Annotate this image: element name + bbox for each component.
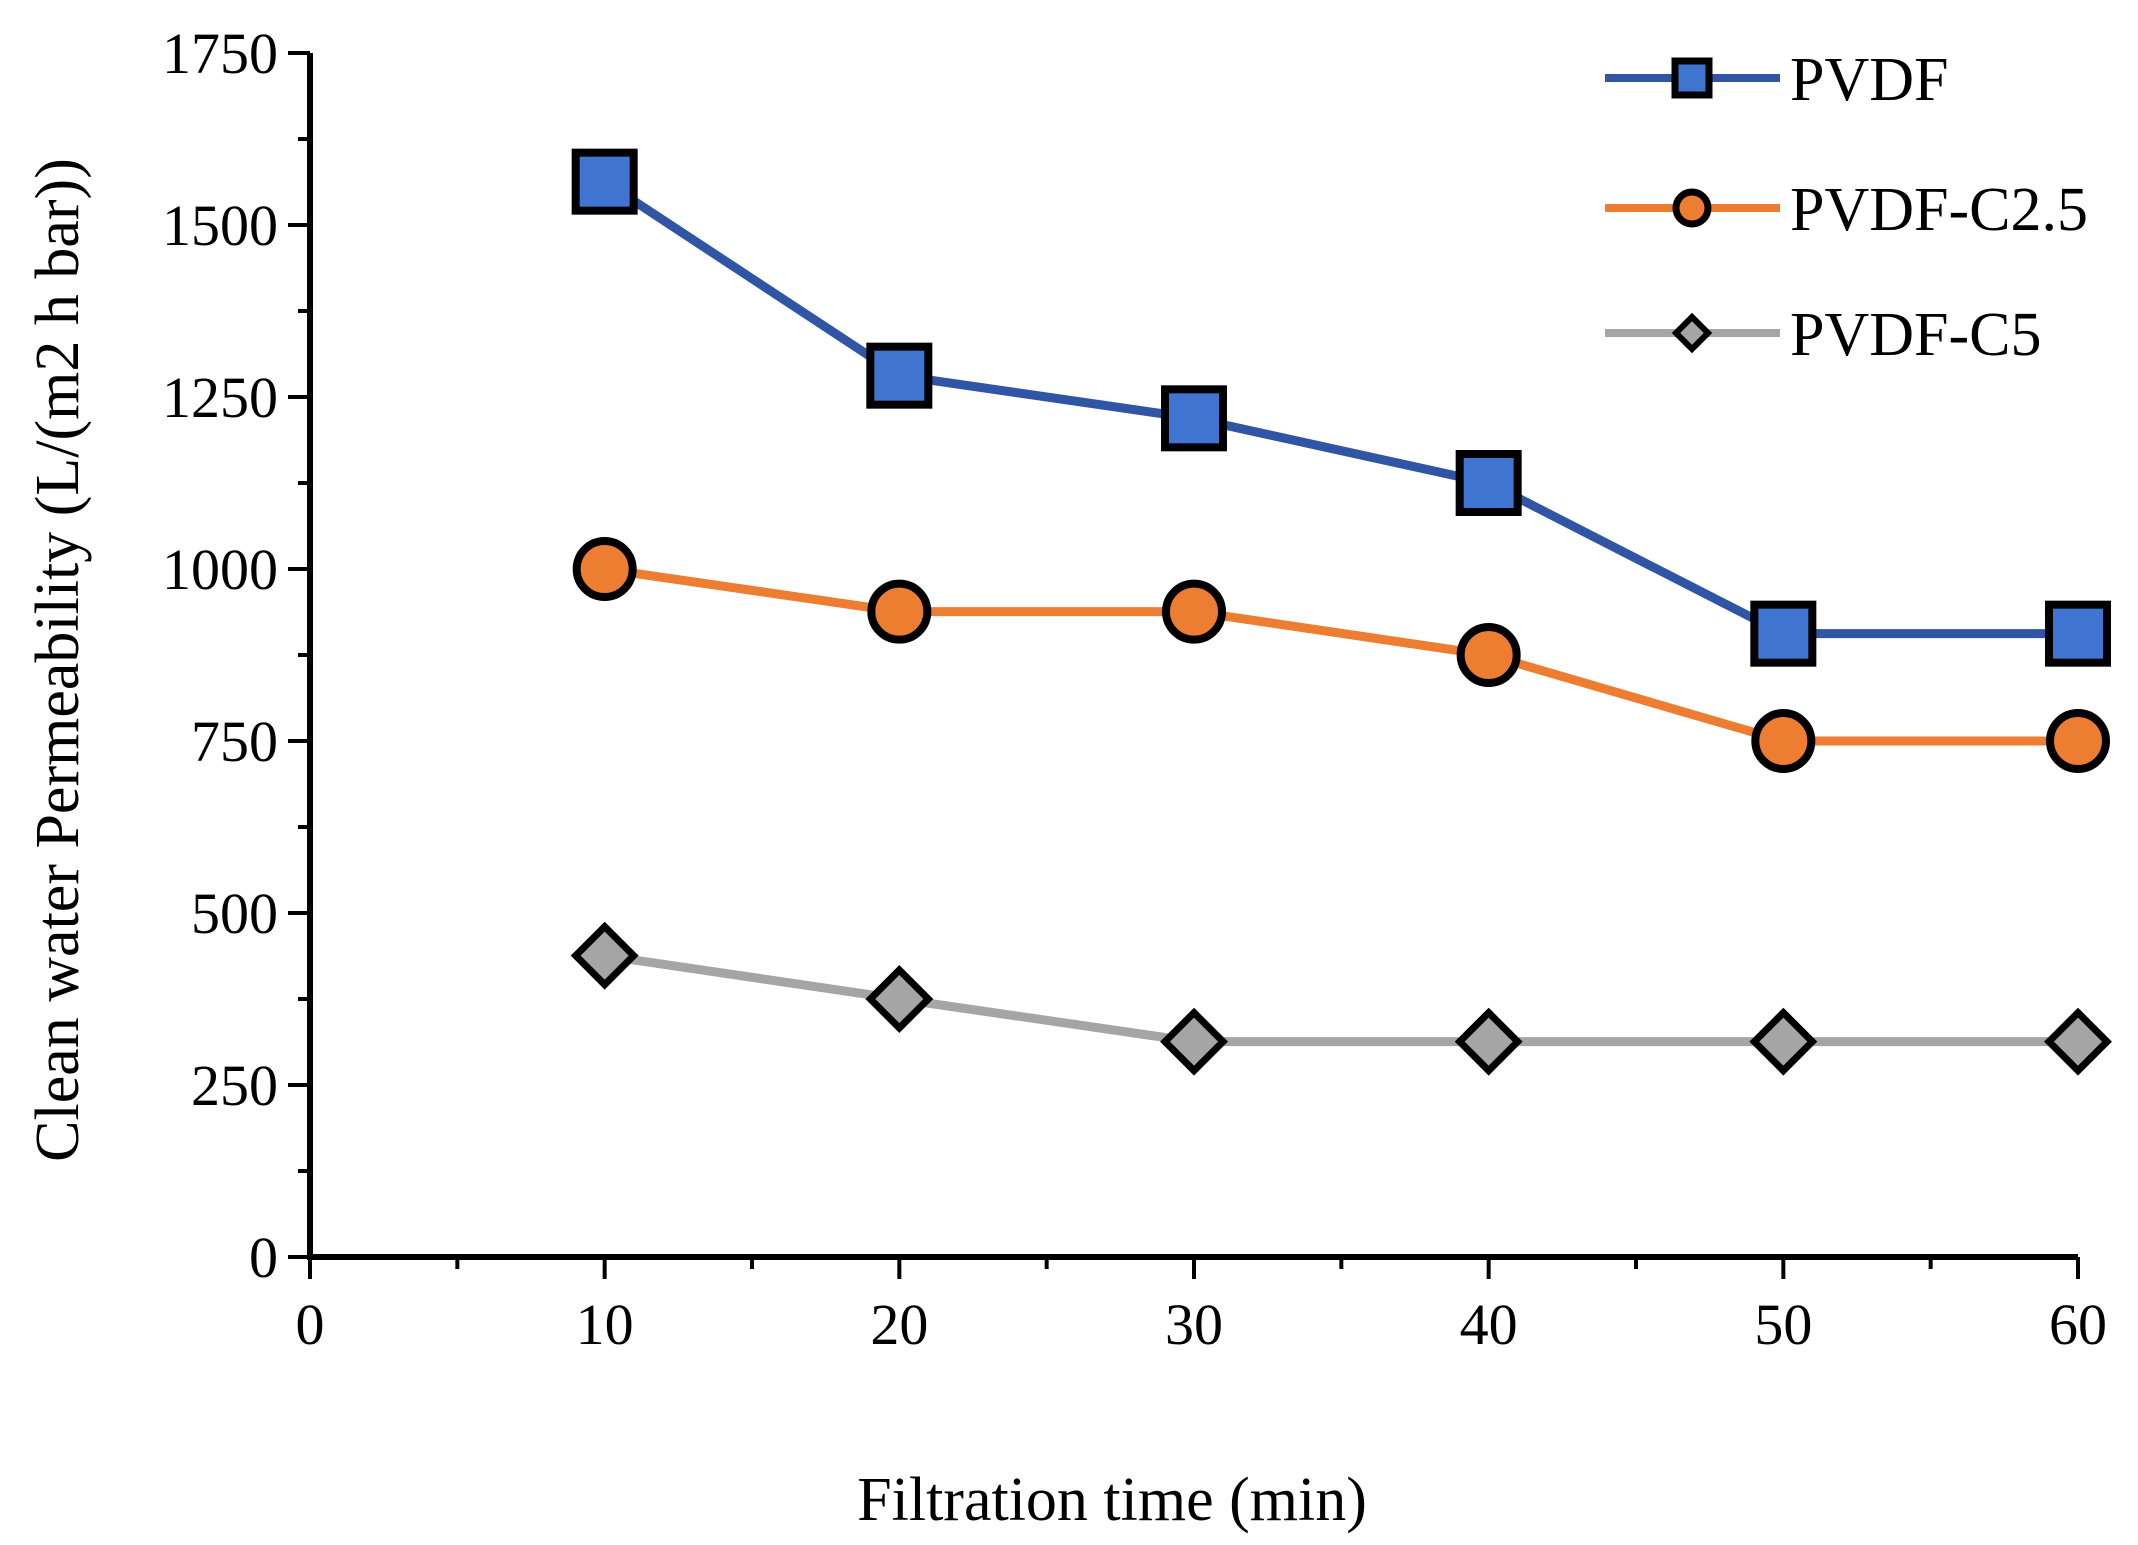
y-tick-label: 1750 bbox=[162, 21, 278, 86]
data-point bbox=[1454, 1007, 1523, 1076]
data-point bbox=[570, 921, 639, 990]
legend-entry: PVDF-C5 bbox=[1605, 301, 2042, 369]
data-point bbox=[1456, 623, 1521, 687]
series-pvdf-c2-5 bbox=[572, 537, 2110, 773]
y-tick-label: 1500 bbox=[162, 193, 278, 258]
data-point bbox=[2044, 1007, 2112, 1076]
x-tick-label: 50 bbox=[1754, 1292, 1812, 1357]
legend-marker bbox=[1671, 57, 1713, 99]
data-point bbox=[1751, 709, 1816, 773]
x-tick-label: 0 bbox=[296, 1292, 325, 1357]
y-axis-title: Clean water Permeability (L/(m2 h bar)) bbox=[24, 158, 92, 1162]
legend-marker bbox=[1672, 188, 1712, 228]
data-point bbox=[1750, 600, 1817, 667]
legend: PVDF PVDF-C2.5 PVDF-C5 bbox=[1605, 46, 2088, 369]
data-point bbox=[866, 342, 933, 409]
legend-label: PVDF-C2.5 bbox=[1790, 176, 2088, 244]
y-tick-label: 1250 bbox=[162, 365, 278, 430]
y-tick-label: 1000 bbox=[162, 537, 278, 602]
x-tick-label: 30 bbox=[1165, 1292, 1223, 1357]
y-tick-label: 750 bbox=[191, 709, 278, 774]
series-line bbox=[604, 951, 2078, 1047]
data-point bbox=[1162, 579, 1226, 644]
legend-label: PVDF-C5 bbox=[1790, 301, 2042, 369]
series-pvdf-c5 bbox=[570, 921, 2112, 1076]
y-tick-label: 0 bbox=[249, 1225, 278, 1290]
y-tick-label: 500 bbox=[191, 881, 278, 946]
series-pvdf bbox=[571, 148, 2111, 667]
data-point bbox=[2045, 600, 2111, 667]
legend-entry: PVDF-C2.5 bbox=[1605, 176, 2088, 244]
data-point bbox=[572, 537, 637, 601]
series-line bbox=[604, 564, 2078, 746]
data-point bbox=[865, 965, 934, 1033]
axes: 0 250 500 750 1000 1250 1500 1750 0 10 20 30 40 50 60 bbox=[162, 21, 2107, 1357]
data-point bbox=[1160, 1007, 1228, 1076]
x-axis-title: Filtration time (min) bbox=[857, 1466, 1367, 1534]
legend-marker bbox=[1671, 312, 1713, 354]
y-tick-label: 250 bbox=[191, 1053, 278, 1118]
data-point bbox=[867, 579, 932, 644]
series-line bbox=[602, 177, 2078, 639]
data-point bbox=[2046, 709, 2110, 773]
x-tick-label: 60 bbox=[2049, 1292, 2107, 1357]
x-tick-label: 20 bbox=[870, 1292, 928, 1357]
x-tick-label: 40 bbox=[1460, 1292, 1518, 1357]
x-tick-label: 10 bbox=[576, 1292, 634, 1357]
data-point bbox=[1749, 1007, 1818, 1076]
legend-label: PVDF bbox=[1790, 46, 1949, 114]
data-point bbox=[571, 148, 638, 215]
series-layer bbox=[570, 148, 2112, 1076]
data-point bbox=[1455, 450, 1522, 516]
legend-entry: PVDF bbox=[1605, 46, 1949, 114]
data-point bbox=[1161, 385, 1227, 452]
